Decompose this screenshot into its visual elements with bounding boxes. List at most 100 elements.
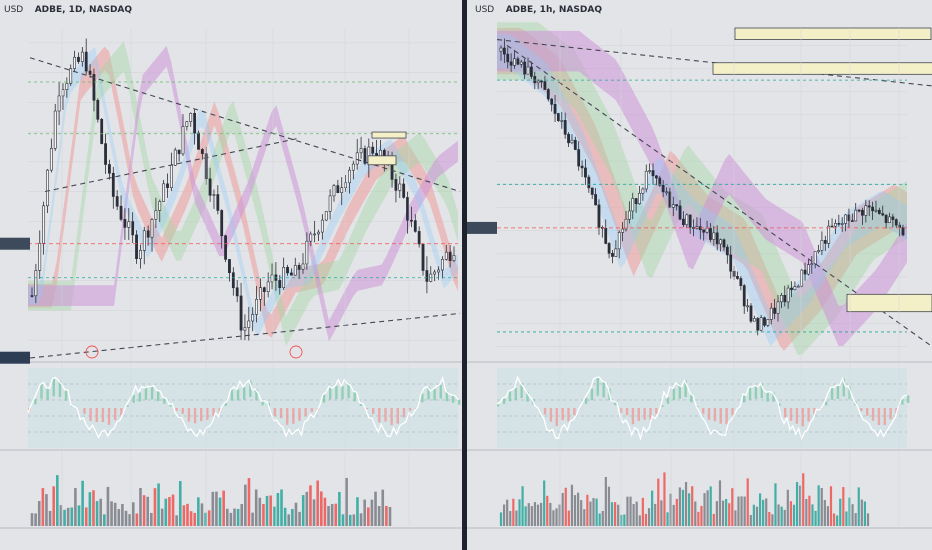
volume-bar (839, 498, 842, 526)
volume-bar (678, 487, 681, 526)
candle-body (320, 219, 324, 233)
volume-bar (586, 494, 589, 526)
oscillator-histogram-bar (46, 387, 49, 400)
oscillator-histogram-bar (193, 408, 197, 424)
candle-body (901, 227, 905, 236)
oscillator-histogram-bar (310, 408, 313, 412)
oscillator-histogram-bar (89, 408, 92, 421)
volume-bar (319, 491, 323, 526)
right-chart-pane[interactable]: USD ADBE, 1h, NASDAQ (467, 0, 932, 550)
candle-body (834, 223, 837, 227)
oscillator-histogram-bar (396, 408, 399, 424)
volume-bar (330, 504, 334, 526)
trendline (29, 312, 461, 359)
oscillator-histogram-bar (34, 398, 37, 405)
candle-body (371, 146, 375, 154)
oscillator-histogram-bar (725, 408, 728, 425)
oscillator-histogram-bar (120, 408, 123, 416)
oscillator-histogram-bar (427, 386, 430, 400)
volume-bar (171, 494, 175, 526)
candle-body (654, 175, 658, 179)
oscillator-histogram-bar (341, 386, 344, 400)
candle-body (127, 221, 131, 228)
candle-body (533, 76, 537, 84)
volume-bar (512, 498, 515, 526)
volume-bar (200, 503, 204, 526)
oscillator-histogram-bar (871, 408, 875, 421)
oscillator-histogram-bar (842, 378, 845, 397)
candle-body (604, 227, 608, 244)
candle-body (756, 318, 760, 331)
volume-bar (706, 490, 709, 526)
oscillator-histogram-bar (144, 387, 148, 400)
candle-body (111, 172, 115, 197)
volume-bar (598, 513, 601, 526)
volume-bar (150, 512, 153, 526)
pane-divider[interactable] (462, 0, 467, 550)
volume-bar (37, 501, 41, 526)
volume-bar (681, 489, 685, 526)
candle-body (769, 307, 773, 320)
last-price-badge (0, 237, 30, 250)
volume-bar (829, 486, 833, 526)
volume-bar (718, 480, 722, 526)
oscillator-histogram-bar (218, 408, 221, 414)
candle-body (587, 176, 591, 189)
oscillator-histogram-bar (249, 380, 252, 397)
left-chart-canvas[interactable] (0, 0, 462, 550)
volume-bar (610, 502, 614, 526)
volume-bar (146, 496, 150, 526)
candle-body (189, 112, 193, 122)
volume-bar (298, 511, 301, 526)
candle-body (607, 243, 611, 254)
volume-bar (182, 505, 186, 526)
oscillator-background (28, 368, 458, 448)
oscillator-histogram-bar (402, 408, 406, 418)
candle-body (729, 254, 733, 272)
candle-body (42, 205, 46, 244)
oscillator-histogram-bar (649, 408, 652, 420)
volume-bar (66, 507, 70, 526)
volume-bar (561, 492, 564, 526)
candle-body (208, 178, 212, 196)
candle-body (570, 139, 574, 144)
candle-body (348, 169, 351, 184)
volume-bar (564, 487, 567, 526)
candle-body (526, 66, 530, 75)
volume-bar (211, 491, 215, 526)
oscillator-histogram-bar (52, 378, 55, 397)
oscillator-histogram-bar (273, 408, 277, 416)
volume-bar (499, 512, 503, 526)
volume-bar (251, 512, 254, 526)
candle-body (553, 104, 557, 114)
candle-body (181, 126, 185, 155)
oscillator-histogram-bar (458, 399, 461, 405)
candle-body (820, 240, 824, 251)
candle-body (715, 232, 719, 245)
volume-bar (186, 503, 189, 526)
volume-bar (131, 502, 135, 526)
candle-body (425, 270, 429, 282)
zone-box (367, 155, 397, 166)
oscillator-histogram-bar (138, 392, 141, 402)
candle-body (685, 214, 689, 226)
candle-body (807, 264, 810, 275)
volume-bar (215, 491, 218, 526)
candle-body (131, 221, 135, 236)
volume-bar (836, 515, 839, 526)
volume-bar (647, 508, 651, 526)
ma-ribbon (497, 28, 907, 351)
oscillator-line (496, 375, 908, 441)
left-chart-pane[interactable]: USD ADBE, 1D, NASDAQ (0, 0, 462, 550)
volume-bar (294, 502, 298, 526)
candle-body (255, 298, 258, 315)
volume-bar (247, 478, 251, 526)
candle-body (560, 120, 564, 122)
candle-body (580, 165, 584, 169)
candle-body (336, 185, 340, 193)
candle-body (536, 80, 540, 84)
candle-body (212, 194, 216, 196)
oscillator-histogram-bar (696, 405, 699, 408)
right-chart-canvas[interactable] (467, 0, 932, 550)
volume-bar (374, 491, 377, 526)
